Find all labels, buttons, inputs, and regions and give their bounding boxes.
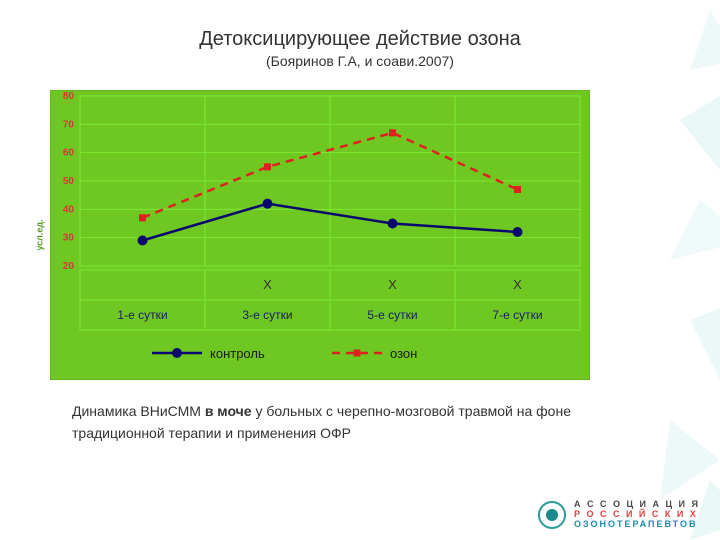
annotation: X [388,277,397,292]
chart-title: Детоксицирующее действие озона [0,28,720,51]
marker-square-icon [264,163,271,170]
marker-circle-icon [138,236,148,246]
chart: усл.ед. 20304050607080XXX1-е сутки3-е су… [50,90,590,380]
chart-caption: Динамика ВНиСММ в моче у больных с череп… [72,400,592,445]
ytick-label: 20 [63,261,75,272]
logo-inner-icon [546,509,558,521]
ytick-label: 70 [63,119,75,130]
legend-label: контроль [210,346,265,361]
marker-circle-icon [263,199,273,209]
marker-circle-icon [388,219,398,229]
chart-plot: 20 30 40 50 60 70 80 X X X 1-е сутки 3-е сутки 5-е с… [50,90,590,380]
chart-subtitle: (Бояринов Г.А, и соави.2007) [0,53,720,69]
ytick-label: 40 [63,204,75,215]
xcat-label: 3-е сутки [242,308,292,322]
logo-text: А С С О Ц И А Ц И Я Р О С С И Й С К И Х … [574,500,700,530]
marker-square-icon [389,129,396,136]
xcat-label: 1-е сутки [117,308,167,322]
caption-prefix: Динамика ВНиСММ [72,403,205,419]
legend-label: озон [390,346,417,361]
ytick-label: 80 [63,91,75,102]
title-block: Детоксицирующее действие озона (Бояринов… [0,28,720,69]
ytick-label: 60 [63,148,75,159]
ytick-label: 30 [63,233,75,244]
caption-bold: в моче [205,403,252,419]
footer-logo: А С С О Ц И А Ц И Я Р О С С И Й С К И Х … [538,500,700,530]
logo-mark-icon [538,501,566,529]
decorative-triangles [600,0,720,540]
marker-square-icon [514,186,521,193]
y-axis-label: усл.ед. [35,219,45,250]
xcat-label: 7-е сутки [492,308,542,322]
chart-background [50,90,590,380]
marker-square-icon [139,214,146,221]
logo-line3: ОЗОНОТЕРАПЕВТОВ [574,520,700,530]
annotation: X [263,277,272,292]
legend-marker-circle-icon [172,348,182,358]
marker-circle-icon [513,227,523,237]
ytick-label: 50 [63,176,75,187]
legend-marker-square-icon [354,350,361,357]
annotation: X [513,277,522,292]
xcat-label: 5-е сутки [367,308,417,322]
